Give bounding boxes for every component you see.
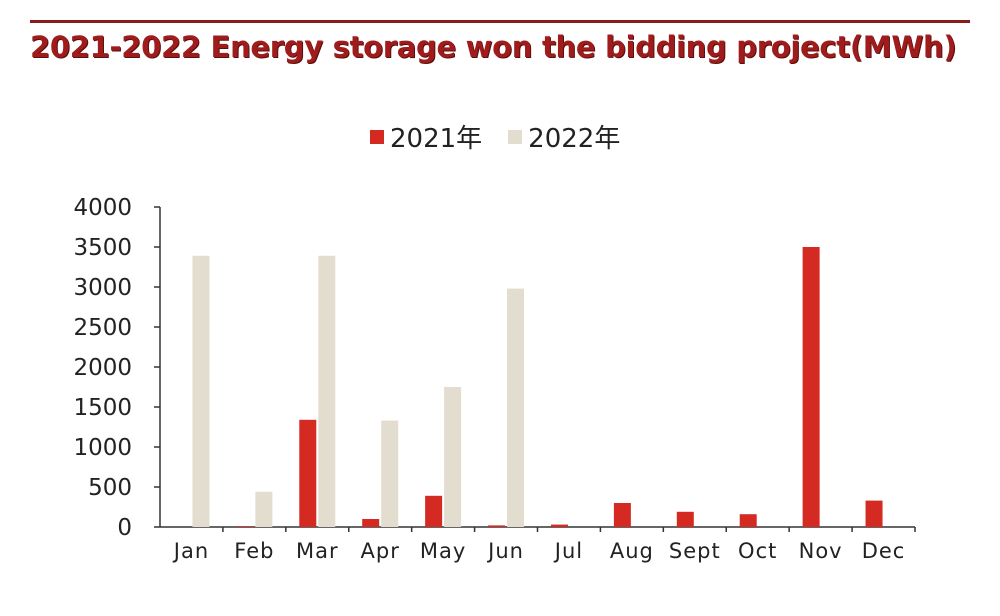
x-tick-label: Jul bbox=[553, 539, 583, 563]
legend-label-2021: 2021年 bbox=[390, 124, 483, 154]
y-tick-label: 3000 bbox=[73, 275, 132, 301]
y-tick-label: 1500 bbox=[73, 395, 132, 421]
x-tick-label: Feb bbox=[234, 539, 274, 563]
bar-2021-jun bbox=[488, 525, 506, 527]
bar-2022-jan bbox=[192, 255, 210, 528]
title-rule bbox=[30, 20, 970, 23]
bar-2021-dec bbox=[865, 500, 883, 527]
bar-2021-apr bbox=[362, 519, 380, 527]
y-tick-label: 500 bbox=[88, 475, 132, 501]
y-tick-label: 2000 bbox=[73, 355, 132, 381]
bar-2021-mar bbox=[299, 419, 317, 527]
y-tick-label: 0 bbox=[117, 515, 132, 541]
x-tick-label: Nov bbox=[799, 539, 843, 563]
x-tick-label: Jun bbox=[486, 539, 524, 563]
bar-2021-feb bbox=[236, 526, 254, 527]
page-title: 2021-2022 Energy storage won the bidding… bbox=[30, 30, 957, 64]
bar-2021-sept bbox=[676, 511, 694, 527]
bar-2021-jul bbox=[550, 524, 568, 527]
bar-2021-aug bbox=[613, 503, 631, 527]
bar-2022-apr bbox=[381, 420, 399, 527]
legend-item-2021: 2021年 bbox=[370, 118, 482, 155]
bar-2022-may bbox=[444, 387, 462, 527]
x-tick-label: Jan bbox=[172, 539, 209, 563]
y-tick-label: 2500 bbox=[73, 315, 132, 341]
x-tick-label: Dec bbox=[862, 539, 906, 563]
chart-legend: 2021年 2022年 bbox=[370, 118, 646, 155]
x-tick-label: Mar bbox=[296, 539, 339, 563]
x-tick-label: Sept bbox=[669, 539, 721, 563]
x-tick-label: Aug bbox=[610, 539, 654, 563]
y-tick-label: 3500 bbox=[73, 235, 132, 261]
bar-2022-jun bbox=[507, 288, 525, 527]
bar-2021-oct bbox=[739, 514, 757, 527]
bar-2022-mar bbox=[318, 255, 336, 528]
y-tick-label: 4000 bbox=[73, 195, 132, 221]
x-tick-label: May bbox=[420, 539, 466, 563]
y-tick-label: 1000 bbox=[73, 435, 132, 461]
bar-2021-may bbox=[425, 495, 443, 527]
x-tick-label: Oct bbox=[738, 539, 777, 563]
legend-swatch-2021 bbox=[370, 129, 384, 144]
legend-item-2022: 2022年 bbox=[508, 118, 620, 155]
legend-label-2022: 2022年 bbox=[528, 124, 621, 154]
x-tick-label: Apr bbox=[361, 539, 400, 563]
bar-2021-nov bbox=[802, 247, 820, 527]
legend-swatch-2022 bbox=[508, 129, 523, 144]
bar-2022-feb bbox=[255, 491, 273, 527]
